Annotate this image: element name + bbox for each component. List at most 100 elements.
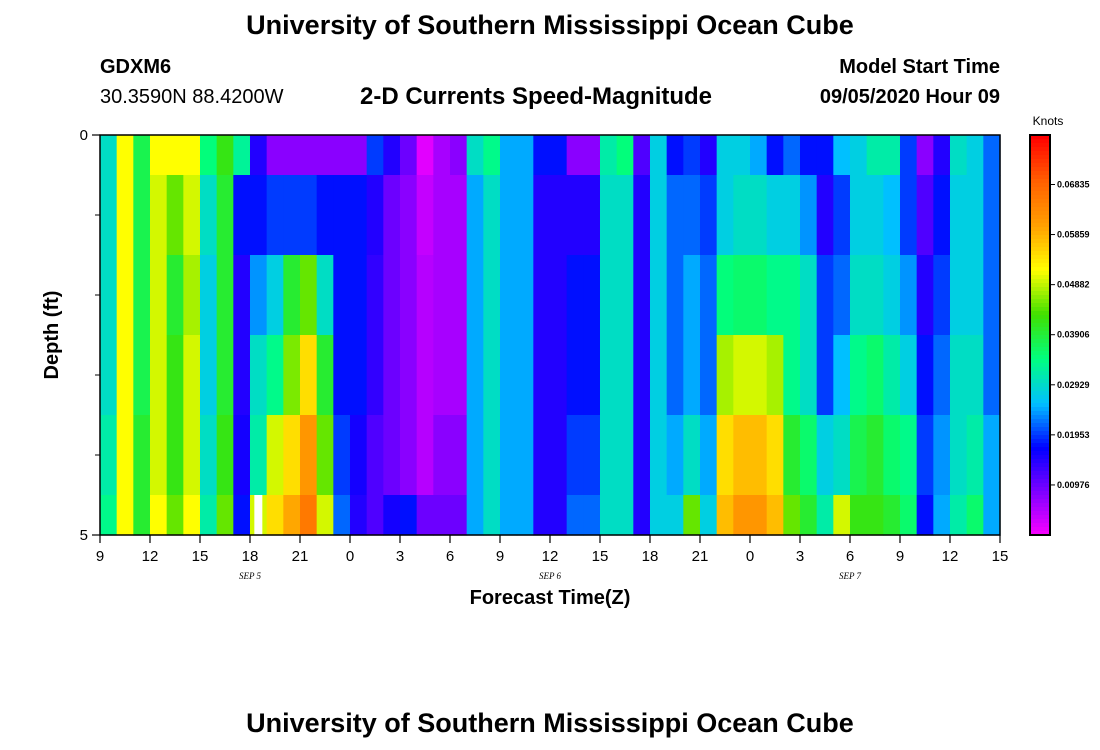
heatmap-cell	[800, 495, 818, 536]
x-axis-title: Forecast Time(Z)	[470, 587, 631, 609]
heatmap-cell	[583, 135, 601, 176]
y-tick-label: 0	[80, 127, 88, 144]
heatmap-cell	[166, 255, 184, 336]
heatmap-cell	[233, 335, 251, 416]
colorbar-segment	[1030, 367, 1050, 372]
heatmap-cell	[700, 175, 718, 256]
heatmap-cell	[416, 415, 434, 496]
colorbar-segment	[1030, 287, 1050, 292]
heatmap-cell	[716, 255, 734, 336]
x-tick-label: 18	[642, 548, 659, 565]
heatmap-cell	[816, 175, 834, 256]
heatmap-cell	[383, 175, 401, 256]
colorbar-segment	[1030, 399, 1050, 404]
heatmap-cell	[283, 335, 301, 416]
heatmap-cell	[850, 495, 868, 536]
heatmap-cell	[233, 495, 251, 536]
heatmap-cell	[983, 415, 1001, 496]
heatmap-cell	[883, 175, 901, 256]
colorbar-segment	[1030, 195, 1050, 200]
heatmap-cell	[566, 135, 584, 176]
heatmap-cell	[183, 335, 201, 416]
colorbar-segment	[1030, 519, 1050, 524]
heatmap-cell	[266, 415, 284, 496]
heatmap-cell	[516, 415, 534, 496]
heatmap-cell	[833, 495, 851, 536]
heatmap-cell	[716, 415, 734, 496]
heatmap-cell	[316, 495, 334, 536]
x-tick-label: 21	[292, 548, 309, 565]
colorbar-segment	[1030, 179, 1050, 184]
colorbar-segment	[1030, 227, 1050, 232]
heatmap-cell	[400, 495, 418, 536]
heatmap-cell	[116, 255, 134, 336]
heatmap-cell	[550, 135, 568, 176]
heatmap-cell	[883, 335, 901, 416]
heatmap-cell	[983, 335, 1001, 416]
heatmap-cell	[666, 255, 684, 336]
heatmap-cell	[300, 495, 318, 536]
heatmap-cell	[433, 175, 451, 256]
heatmap-cell	[433, 135, 451, 176]
heatmap-cell	[966, 135, 984, 176]
heatmap-cell	[833, 415, 851, 496]
heatmap-cell	[666, 415, 684, 496]
heatmap-cell	[850, 255, 868, 336]
heatmap-cell	[700, 335, 718, 416]
heatmap-cell	[833, 335, 851, 416]
colorbar-tick-label: 0.00976	[1057, 480, 1090, 490]
colorbar-segment	[1030, 531, 1050, 536]
heatmap-cell	[666, 175, 684, 256]
heatmap-cell	[383, 415, 401, 496]
colorbar-segment	[1030, 199, 1050, 204]
colorbar-unit: Knots	[1033, 114, 1064, 128]
heatmap-cell	[550, 175, 568, 256]
heatmap-cell	[900, 495, 918, 536]
heatmap-cell	[850, 335, 868, 416]
heatmap-cell	[850, 135, 868, 176]
colorbar-segment	[1030, 159, 1050, 164]
heatmap-cell	[116, 415, 134, 496]
heatmap-cell	[750, 415, 768, 496]
heatmap-cell	[416, 495, 434, 536]
colorbar-segment	[1030, 311, 1050, 316]
heatmap-cell	[366, 335, 384, 416]
heatmap-cell	[650, 495, 668, 536]
heatmap-cell	[750, 175, 768, 256]
heatmap-cell	[983, 135, 1001, 176]
heatmap-cell	[500, 175, 518, 256]
max-value-marker	[254, 495, 263, 535]
colorbar-segment	[1030, 427, 1050, 432]
colorbar-segment	[1030, 515, 1050, 520]
heatmap-cell	[700, 495, 718, 536]
heatmap-cell	[433, 335, 451, 416]
heatmap-cell	[916, 335, 934, 416]
colorbar-segment	[1030, 419, 1050, 424]
colorbar-segment	[1030, 235, 1050, 240]
heatmap-cell	[616, 135, 634, 176]
heatmap-cell	[483, 135, 501, 176]
heatmap-cell	[983, 175, 1001, 256]
heatmap-cell	[566, 495, 584, 536]
heatmap-cell	[133, 415, 151, 496]
date-label: SEP 6	[539, 571, 562, 581]
colorbar-segment	[1030, 303, 1050, 308]
heatmap-cell	[383, 135, 401, 176]
heatmap-cell	[866, 135, 884, 176]
colorbar-segment	[1030, 503, 1050, 508]
heatmap-cell	[683, 175, 701, 256]
x-tick-label: 15	[592, 548, 609, 565]
heatmap-cell	[966, 495, 984, 536]
heatmap-cell	[266, 335, 284, 416]
page-title: University of Southern Mississippi Ocean…	[246, 10, 854, 40]
colorbar-segment	[1030, 387, 1050, 392]
heatmap-cell	[550, 255, 568, 336]
heatmap-cell	[750, 255, 768, 336]
heatmap-cell	[766, 135, 784, 176]
x-tick-label: 12	[142, 548, 159, 565]
heatmap-cell	[100, 255, 118, 336]
heatmap-cell	[166, 335, 184, 416]
heatmap-cell	[766, 335, 784, 416]
heatmap-cell	[616, 415, 634, 496]
heatmap-cell	[966, 175, 984, 256]
